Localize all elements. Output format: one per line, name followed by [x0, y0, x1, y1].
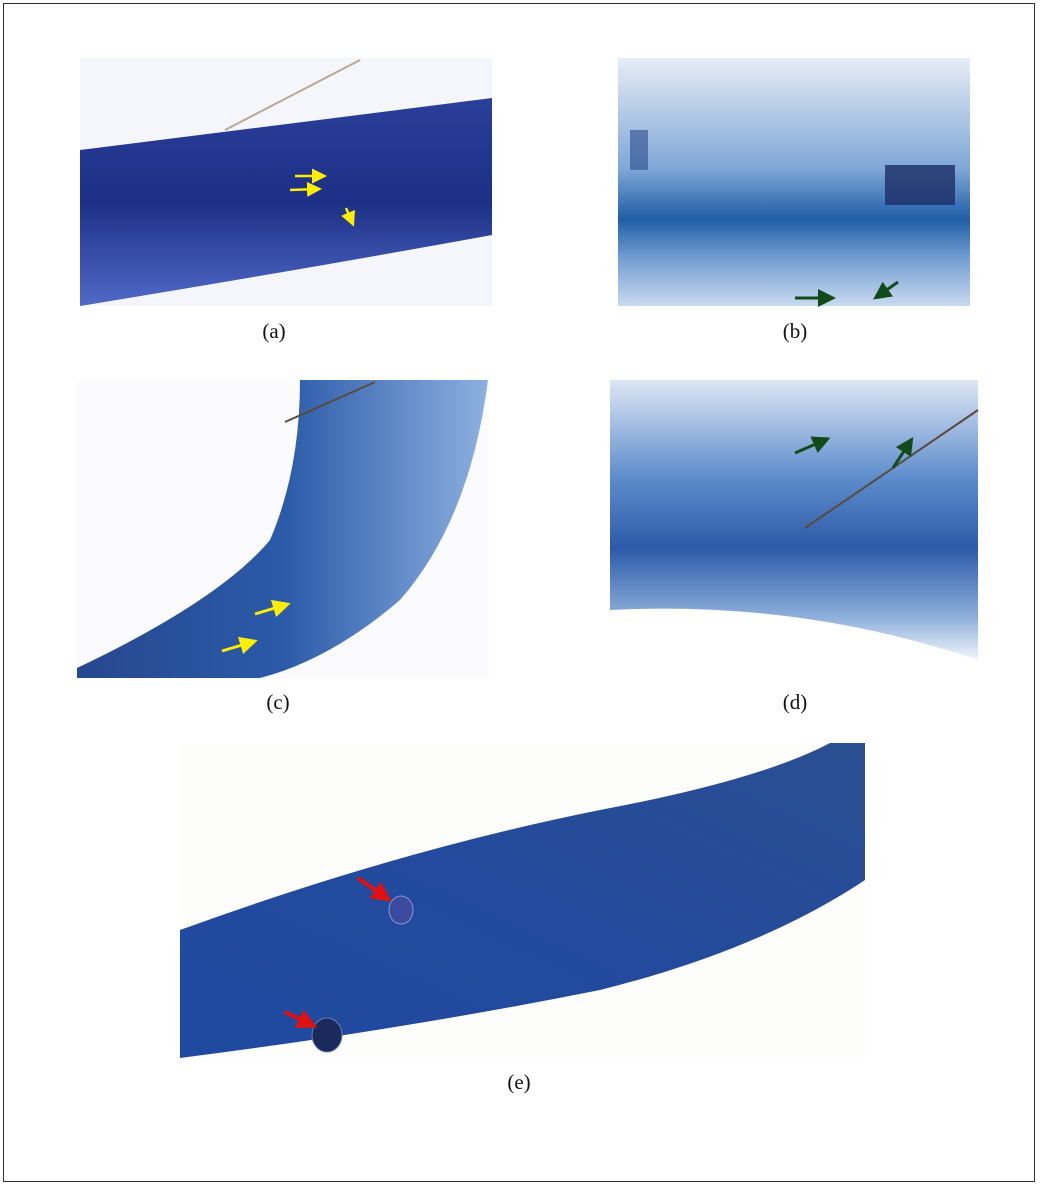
panel-label: (d): [783, 690, 808, 714]
panel-label: (a): [262, 319, 285, 343]
panel-e-image: [180, 743, 865, 1058]
page: (a) (b) (c) (d) (e) (() => { const data …: [0, 0, 1040, 1187]
panel-c-image: [77, 380, 489, 678]
panel-label: (b): [783, 319, 808, 343]
panel-d-image: [610, 380, 978, 660]
panel-b-image: [618, 58, 970, 306]
panel-label: (e): [507, 1070, 530, 1094]
panel-a-image: [80, 58, 492, 306]
panel-label: (c): [266, 690, 289, 714]
figure: (a) (b) (c) (d) (e): [0, 0, 1040, 1187]
